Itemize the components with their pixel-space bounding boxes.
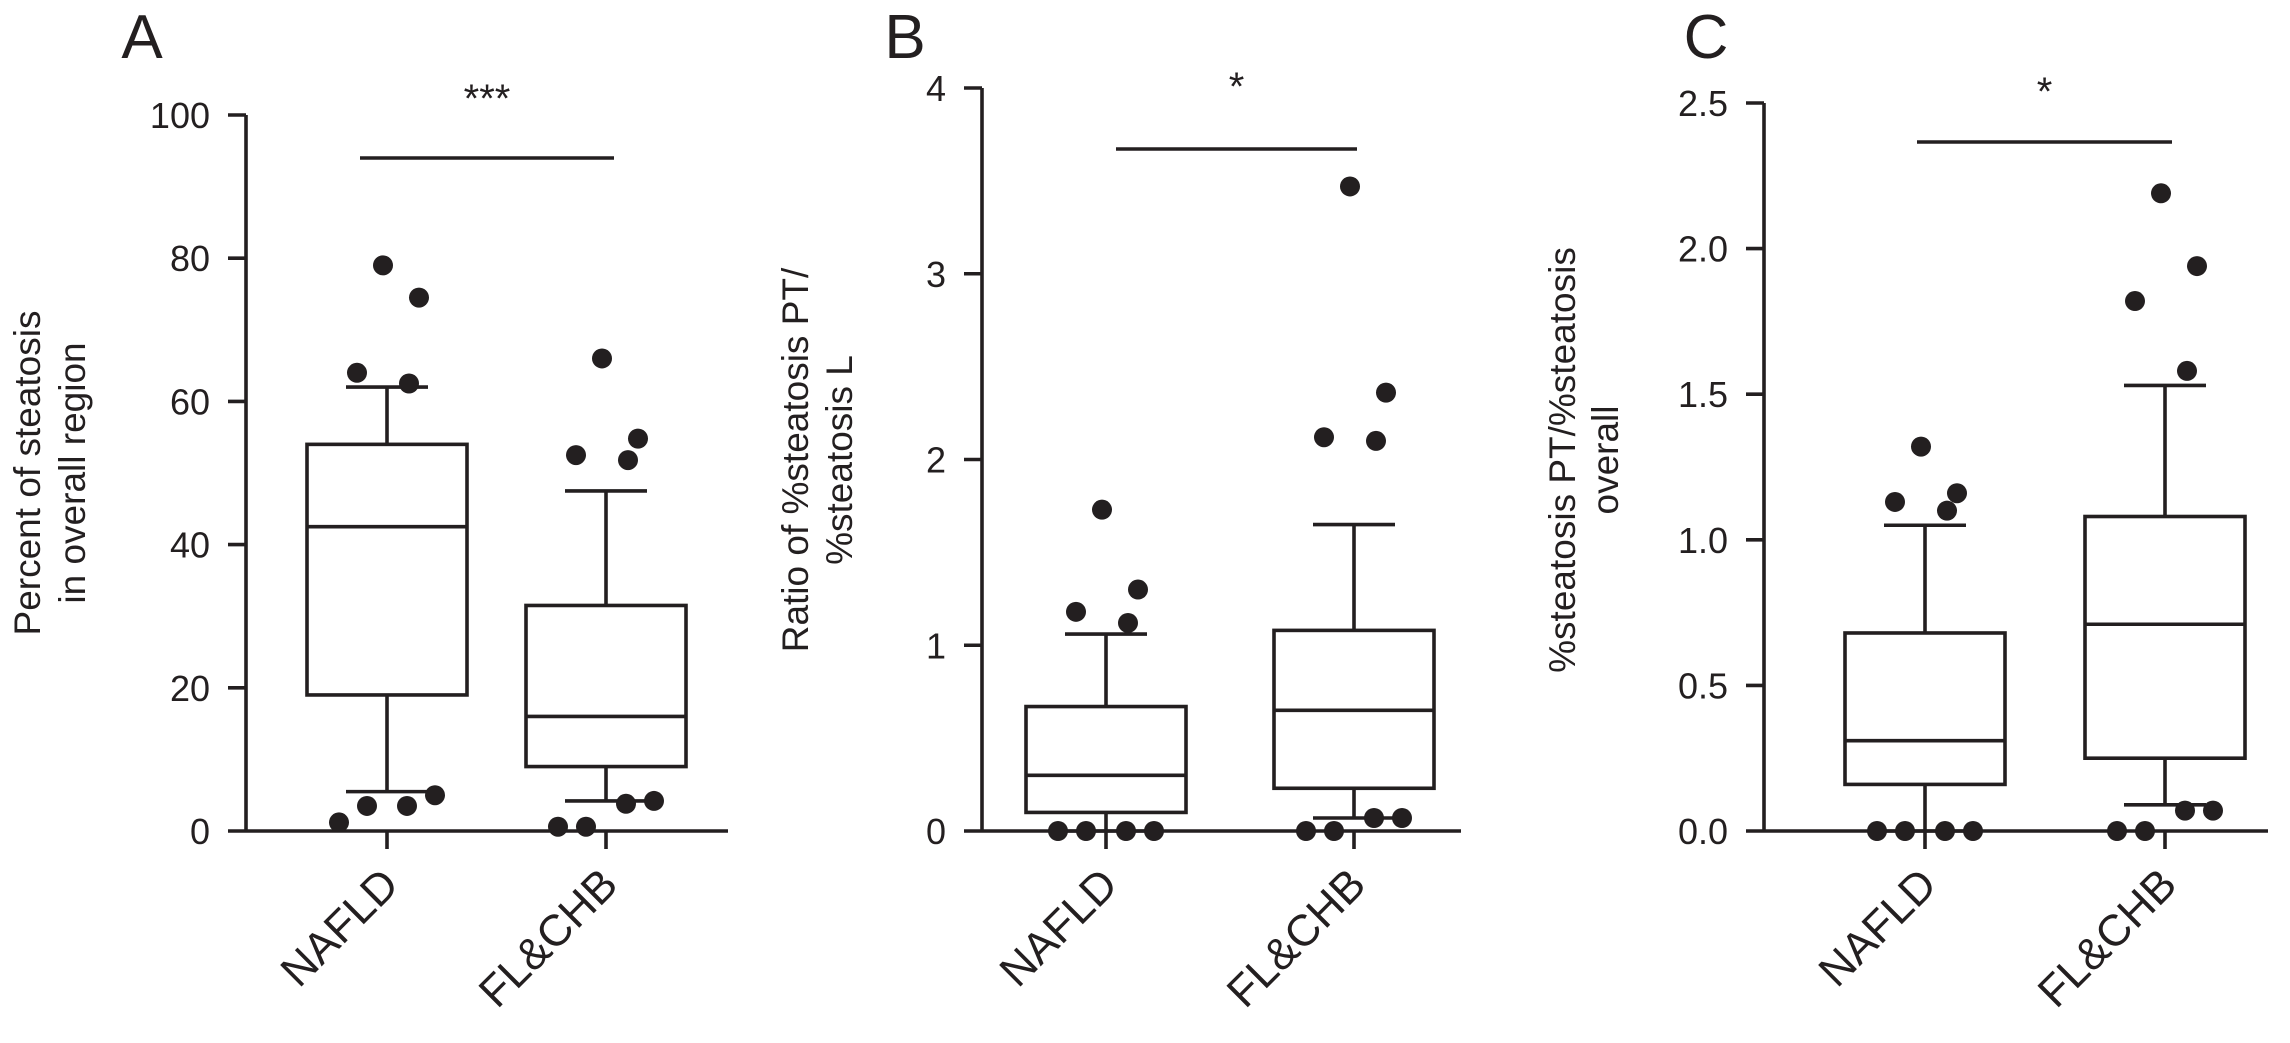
x-category-label: FL&CHB xyxy=(470,859,627,1016)
y-axis-label: in overall region xyxy=(52,342,93,603)
outlier-point xyxy=(329,812,349,833)
outlier-point xyxy=(2135,821,2155,841)
significance-label: * xyxy=(1229,65,1245,109)
box-iqr xyxy=(1843,631,2007,787)
outlier-point xyxy=(616,793,636,814)
y-tick-label: 0.5 xyxy=(1678,665,1728,706)
y-tick-label: 80 xyxy=(170,238,210,279)
outlier-point xyxy=(1092,499,1112,520)
outlier-point xyxy=(1128,579,1148,600)
x-category-label: NAFLD xyxy=(990,859,1127,996)
y-tick-label: 1 xyxy=(926,625,946,666)
outlier-point xyxy=(566,445,586,466)
outlier-point xyxy=(2177,360,2197,381)
outlier-point xyxy=(1937,500,1957,521)
outlier-point xyxy=(2151,183,2171,204)
y-axis-label: %steatosis L xyxy=(819,355,860,565)
outlier-point xyxy=(2187,256,2207,277)
outlier-point xyxy=(1947,483,1967,504)
y-tick-label: 0.0 xyxy=(1678,811,1728,852)
outlier-point xyxy=(592,348,612,369)
x-category-label: NAFLD xyxy=(271,859,408,996)
box-iqr xyxy=(524,603,688,769)
y-tick-label: 1.5 xyxy=(1678,374,1728,415)
outlier-point xyxy=(618,450,638,471)
outlier-point xyxy=(1324,821,1344,841)
outlier-point xyxy=(1867,821,1887,841)
significance-label: *** xyxy=(464,77,511,121)
outlier-point xyxy=(1376,382,1396,403)
outlier-point xyxy=(2125,291,2145,312)
outlier-point xyxy=(1296,821,1316,841)
outlier-point xyxy=(1144,821,1164,841)
box-iqr xyxy=(2083,514,2247,761)
box-iqr xyxy=(1024,704,1188,815)
y-axis-label: overall xyxy=(1585,406,1626,515)
outlier-point xyxy=(644,790,664,811)
y-tick-label: 2.0 xyxy=(1678,229,1728,270)
outlier-point xyxy=(1314,427,1334,448)
outlier-point xyxy=(1340,176,1360,197)
y-tick-label: 20 xyxy=(170,668,210,709)
outlier-point xyxy=(628,428,648,449)
y-axis-label: Percent of steatosis xyxy=(7,311,48,636)
significance-label: * xyxy=(2037,70,2053,114)
outlier-point xyxy=(1076,821,1096,841)
box-iqr xyxy=(305,442,469,697)
outlier-point xyxy=(397,795,417,816)
panel-letter-C: C xyxy=(1684,3,1729,72)
panel-letter-B: B xyxy=(884,3,925,72)
x-category-label: NAFLD xyxy=(1809,859,1946,996)
outlier-point xyxy=(357,795,377,816)
outlier-point xyxy=(1116,821,1136,841)
outlier-point xyxy=(1895,821,1915,841)
outlier-point xyxy=(425,785,445,806)
y-tick-label: 60 xyxy=(170,381,210,422)
outlier-point xyxy=(1935,821,1955,841)
x-category-label: FL&CHB xyxy=(2029,859,2186,1016)
y-tick-label: 1.0 xyxy=(1678,520,1728,561)
y-axis-label: %steatosis PT/%steatosis xyxy=(1542,247,1583,673)
outlier-point xyxy=(373,255,393,276)
outlier-point xyxy=(1963,821,1983,841)
outlier-point xyxy=(1366,430,1386,451)
outlier-point xyxy=(399,373,419,394)
outlier-point xyxy=(576,816,596,837)
y-tick-label: 100 xyxy=(150,95,210,136)
outlier-point xyxy=(409,287,429,308)
outlier-point xyxy=(1048,821,1068,841)
y-tick-label: 3 xyxy=(926,254,946,295)
outlier-point xyxy=(1392,807,1412,828)
outlier-point xyxy=(1118,612,1138,633)
y-tick-label: 4 xyxy=(926,68,946,109)
outlier-point xyxy=(1885,491,1905,512)
outlier-point xyxy=(2203,800,2223,821)
outlier-point xyxy=(1066,601,1086,622)
outlier-point xyxy=(2175,800,2195,821)
outlier-point xyxy=(347,362,367,383)
y-tick-label: 2 xyxy=(926,440,946,481)
outlier-point xyxy=(548,816,568,837)
outlier-point xyxy=(2107,821,2127,841)
y-tick-label: 2.5 xyxy=(1678,83,1728,124)
panel-letter-A: A xyxy=(121,3,163,72)
y-tick-label: 0 xyxy=(926,811,946,852)
outlier-point xyxy=(1911,436,1931,457)
y-tick-label: 0 xyxy=(190,811,210,852)
outlier-point xyxy=(1364,807,1384,828)
y-tick-label: 40 xyxy=(170,525,210,566)
y-axis-label: Ratio of %steatosis PT/ xyxy=(775,267,816,652)
x-category-label: FL&CHB xyxy=(1218,859,1375,1016)
